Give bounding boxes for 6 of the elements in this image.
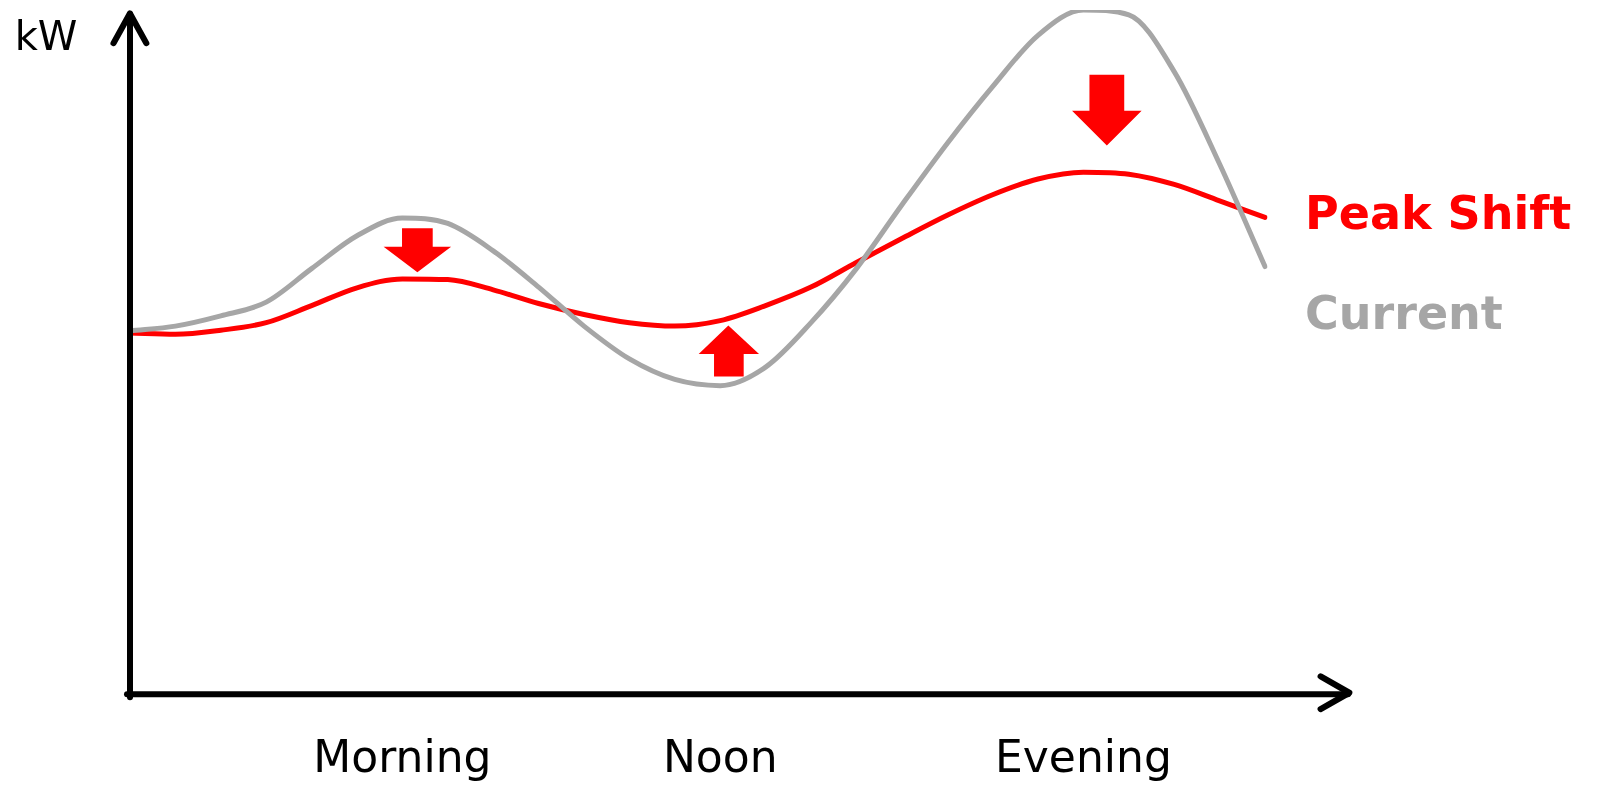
x-tick-label: Evening [994, 731, 1172, 783]
x-tick-label: Morning [313, 731, 492, 783]
y-axis-title: kW [14, 13, 78, 60]
series-label: Current [1305, 286, 1503, 341]
x-tick-label: Noon [662, 731, 778, 783]
series-label: Peak Shift [1305, 186, 1572, 241]
